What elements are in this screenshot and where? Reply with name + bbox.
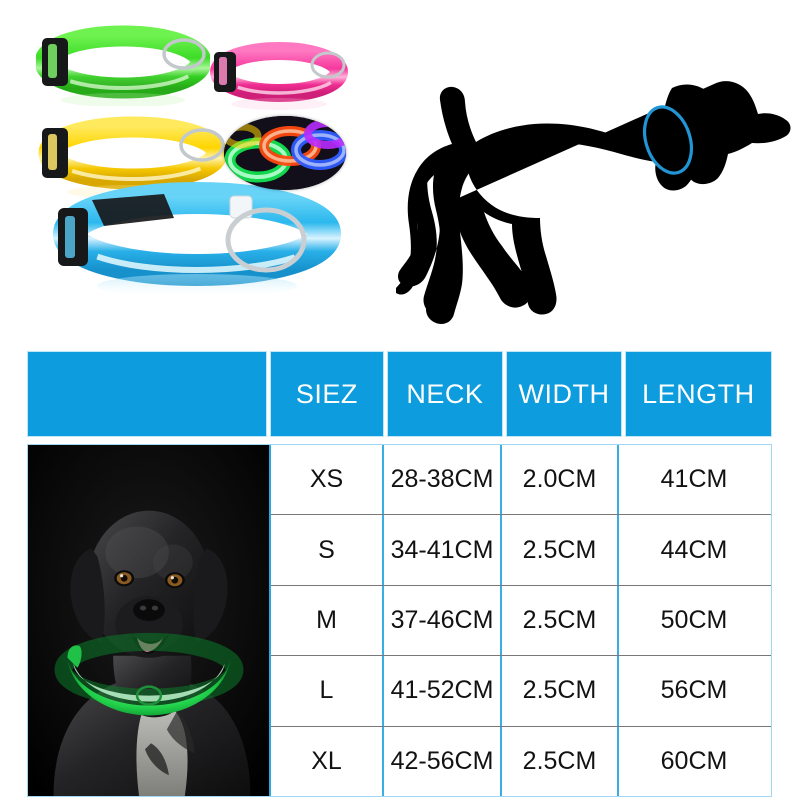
glowing-collars-inset bbox=[224, 116, 346, 190]
table-body: XS 28-38CM 2.0CM 41CM S 34-41CM 2.5CM 44… bbox=[27, 444, 772, 797]
product-photo-panel bbox=[0, 0, 800, 340]
dog-silhouette-shape bbox=[396, 84, 768, 324]
cell-width: 2.5CM bbox=[502, 656, 619, 726]
cell-length: 60CM bbox=[660, 746, 728, 775]
cell-size: S bbox=[271, 515, 384, 585]
size-chart-table: SIEZ NECK WIDTH LENGTH bbox=[27, 351, 772, 797]
cell-width: 2.5CM bbox=[502, 515, 619, 585]
dog-wearing-collar-photo bbox=[28, 445, 271, 796]
cell-size: M bbox=[271, 585, 384, 656]
header-cell-size: SIEZ bbox=[270, 351, 384, 437]
table-row: M 37-46CM 2.5CM 50CM bbox=[271, 585, 771, 657]
table-row: XS 28-38CM 2.0CM 41CM bbox=[271, 445, 771, 516]
cell-width: 2.0CM bbox=[502, 445, 619, 515]
cell-size: L bbox=[271, 656, 384, 726]
header-cell-photo bbox=[27, 351, 268, 437]
cell-width: 2.5CM bbox=[502, 726, 619, 797]
table-row: L 41-52CM 2.5CM 56CM bbox=[271, 656, 771, 727]
cell-neck: 28-38CM bbox=[384, 445, 502, 515]
neck-measure-loop bbox=[642, 105, 694, 175]
cell-width: 2.5CM bbox=[502, 585, 619, 656]
pink-led-collar bbox=[210, 38, 348, 110]
header-cell-width: WIDTH bbox=[506, 351, 622, 437]
cell-length: 50CM bbox=[660, 606, 728, 635]
cell-size: XL bbox=[271, 726, 384, 797]
green-led-collar bbox=[34, 22, 212, 107]
cell-length: 56CM bbox=[660, 676, 728, 705]
blue-led-collar bbox=[52, 178, 342, 300]
dog-silhouette-diagram bbox=[396, 12, 792, 332]
header-cell-length: LENGTH bbox=[624, 351, 772, 437]
cell-neck: 34-41CM bbox=[384, 515, 502, 585]
table-row: XL 42-56CM 2.5CM 60CM bbox=[271, 726, 771, 797]
header-cell-neck: NECK bbox=[386, 351, 504, 437]
cell-size: XS bbox=[271, 445, 384, 515]
cell-length: 44CM bbox=[660, 535, 728, 564]
cell-length: 41CM bbox=[660, 465, 728, 494]
cell-neck: 41-52CM bbox=[384, 656, 502, 726]
glowing-green-collar bbox=[54, 632, 244, 716]
size-rows-area: XS 28-38CM 2.0CM 41CM S 34-41CM 2.5CM 44… bbox=[271, 445, 771, 797]
cell-neck: 37-46CM bbox=[384, 585, 502, 656]
table-row: S 34-41CM 2.5CM 44CM bbox=[271, 515, 771, 586]
cell-neck: 42-56CM bbox=[384, 726, 502, 797]
table-header-row: SIEZ NECK WIDTH LENGTH bbox=[27, 351, 772, 437]
